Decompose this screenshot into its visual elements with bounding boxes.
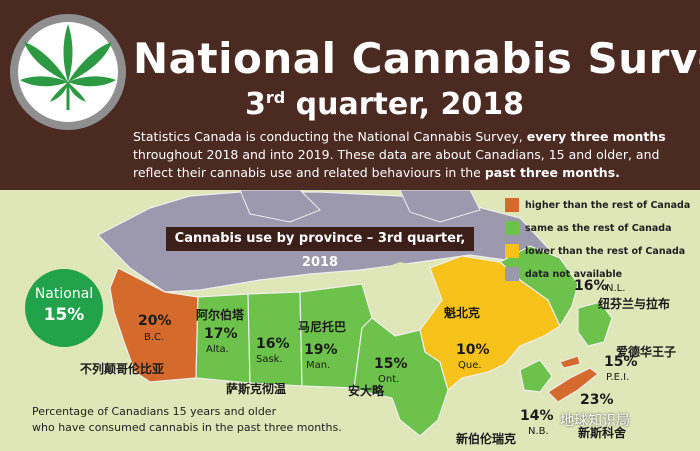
- mb-cn: 马尼托巴: [298, 320, 347, 334]
- newfoundland-region: [577, 301, 613, 347]
- ontario-region: [353, 317, 449, 437]
- intro-bold-2: past three months.: [484, 165, 620, 180]
- legend-item: lower than the rest of Canada: [505, 241, 690, 261]
- chart-title: Cannabis use by province – 3rd quarter, …: [166, 227, 474, 270]
- legend-label: same as the rest of Canada: [525, 222, 672, 234]
- mb-pct: 19%: [304, 342, 338, 358]
- national-label: National: [34, 286, 94, 302]
- intro-part-2: throughout 2018 and into 2019. These dat…: [133, 147, 660, 180]
- ns-cn: 新斯科舍: [578, 426, 627, 440]
- national-value: 15%: [43, 305, 85, 325]
- nb-region: [519, 359, 553, 393]
- legend-swatch-na: [505, 267, 519, 281]
- legend-swatch-lower: [505, 244, 519, 258]
- subtitle-number: 3: [245, 87, 266, 122]
- legend-label: data not available: [525, 268, 623, 280]
- ab-abbr: Alta.: [206, 344, 229, 355]
- legend-swatch-higher: [505, 198, 519, 212]
- sk-abbr: Sask.: [256, 354, 283, 365]
- nl-cn: 纽芬兰与拉布: [598, 297, 671, 311]
- sk-pct: 16%: [256, 336, 290, 352]
- subtitle-rest: quarter, 2018: [285, 87, 524, 122]
- main-title: National Cannabis Survey: [133, 34, 700, 83]
- arctic-islands: [239, 190, 321, 223]
- intro-part-1: Statistics Canada is conducting the Nati…: [133, 129, 527, 144]
- mb-abbr: Man.: [306, 360, 331, 371]
- nb-abbr: N.B.: [528, 426, 549, 437]
- nl-pct: 16%: [574, 278, 608, 294]
- qc-cn: 魁北克: [444, 306, 481, 320]
- cannabis-leaf-logo-icon: [8, 12, 128, 132]
- qc-pct: 10%: [456, 342, 490, 358]
- legend-item: data not available: [505, 264, 690, 284]
- legend: higher than the rest of Canada same as t…: [505, 195, 690, 287]
- bc-abbr: B.C.: [144, 332, 165, 343]
- legend-swatch-same: [505, 221, 519, 235]
- labrador-region: [498, 245, 579, 328]
- footnote: Percentage of Canadians 15 years and old…: [32, 404, 342, 436]
- bc-pct: 20%: [138, 313, 172, 329]
- bc-region: [109, 267, 199, 383]
- nl-abbr: N.L.: [606, 283, 626, 294]
- legend-item: same as the rest of Canada: [505, 218, 690, 238]
- subtitle-ordinal: rd: [265, 88, 286, 107]
- on-cn: 安大略: [348, 384, 385, 398]
- bc-cn: 不列颠哥伦比亚: [80, 362, 165, 376]
- subtitle: 3rd quarter, 2018: [245, 87, 524, 122]
- ab-cn: 阿尔伯塔: [196, 308, 245, 322]
- watermark: 地球知识局: [560, 413, 630, 429]
- on-abbr: Ont.: [378, 374, 400, 385]
- legend-label: lower than the rest of Canada: [525, 245, 686, 257]
- intro-bold-1: every three months: [526, 129, 666, 144]
- legend-item: higher than the rest of Canada: [505, 195, 690, 215]
- sk-cn: 萨斯克彻温: [226, 382, 287, 396]
- legend-label: higher than the rest of Canada: [525, 199, 691, 211]
- on-pct: 15%: [374, 356, 408, 372]
- ab-pct: 17%: [204, 326, 238, 342]
- intro-paragraph: Statistics Canada is conducting the Nati…: [133, 128, 673, 182]
- pei-abbr: P.E.I.: [606, 372, 630, 383]
- pei-region: [559, 355, 581, 369]
- footnote-line-1: Percentage of Canadians 15 years and old…: [32, 405, 277, 418]
- nb-cn: 新伯伦瑞克: [456, 432, 517, 446]
- hudson-bay: [362, 262, 442, 336]
- ns-region: [547, 367, 599, 403]
- arctic-islands-2: [399, 190, 481, 223]
- national-badge: National 15%: [25, 269, 103, 347]
- ns-pct: 23%: [580, 392, 614, 408]
- qc-abbr: Que.: [458, 360, 482, 371]
- pei-pct: 15%: [604, 354, 638, 370]
- footnote-line-2: who have consumed cannabis in the past t…: [32, 421, 342, 434]
- nb-pct: 14%: [520, 408, 554, 424]
- pei-cn: 爱德华王子: [616, 345, 677, 359]
